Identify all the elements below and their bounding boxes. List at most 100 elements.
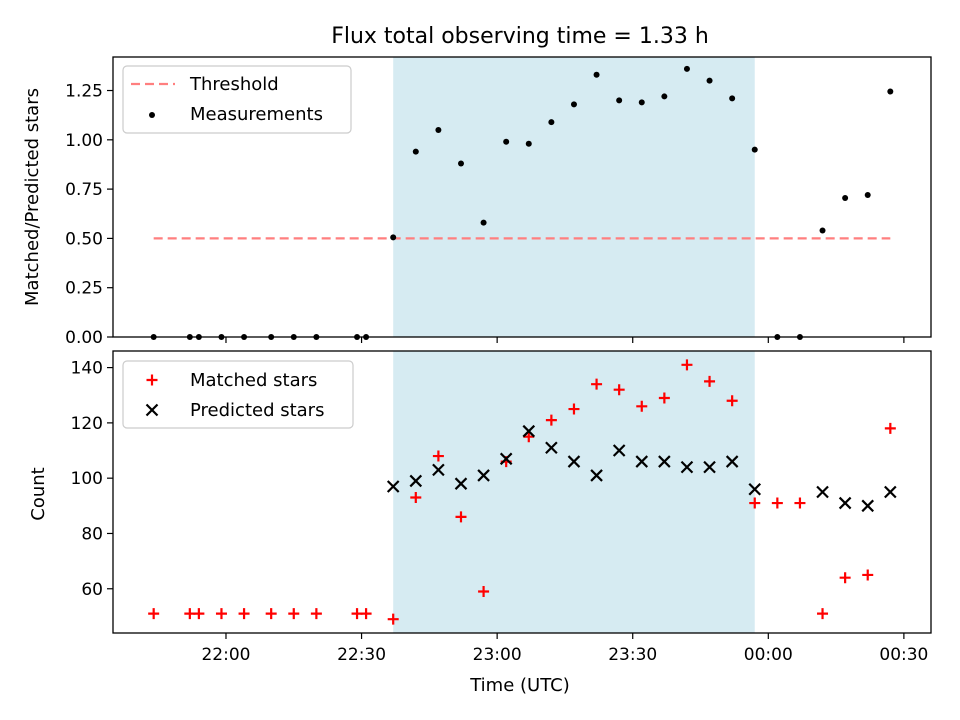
matched-star-point [310,608,322,620]
predicted-star-point [816,485,829,499]
predicted-star-point [861,499,875,513]
measurement-point [616,97,623,104]
measurement-point [638,99,645,106]
matched-star-point [238,608,250,620]
axes-frame [112,350,932,634]
star-count-points [148,359,897,625]
measurement-point [842,194,849,201]
matched-star-point [681,359,693,371]
predicted-star-point [838,496,852,510]
measurement-point [503,138,510,145]
predicted-star-point [658,455,671,468]
x-tick-label: 22:30 [337,645,386,665]
matched-star-point [817,608,829,620]
measurement-point [706,77,713,84]
measurement-point [480,219,487,226]
matched-star-point [839,572,851,584]
matched-star-point [148,608,160,620]
y-tick-label: 60 [81,580,103,600]
y-tick-label: 0.50 [65,229,103,249]
matched-star-point [862,569,874,581]
x-tick-label: 00:00 [744,645,793,665]
predicted-star-point [703,460,716,474]
matched-star-point [523,431,535,443]
matched-star-point [658,392,670,404]
legend-frame [122,65,352,134]
predicted-star-point [567,455,581,468]
measurement-point [751,146,758,153]
y-tick-label: 0.00 [65,328,103,348]
bottom-subplot: 60 80 100 120 140 22:00 22:30 23:00 23:30 00:00 00… [28,350,932,696]
y-tick-label: 140 [71,359,103,379]
measurement-point [525,140,532,147]
predicted-star-point [590,469,603,482]
chart-title: Flux total observing time = 1.33 h [331,24,709,49]
x-tick-label: 00:30 [879,645,928,665]
top-legend: Threshold Measurements [122,65,352,134]
measurement-point [661,93,668,100]
observing-window-band [393,57,755,337]
matched-star-point [591,378,603,390]
predicted-star-point [884,485,897,499]
top-y-axis-label: Matched/Predicted stars [22,88,43,306]
measurement-point [683,65,690,72]
top-shaded-interval [393,57,755,337]
matched-star-point [771,497,783,509]
predicted-star-point [545,441,558,455]
top-axes: 0.00 0.25 0.50 0.75 1.00 1.25 [65,56,932,348]
measurement-point [435,126,442,133]
measurement-point [412,148,419,155]
matched-star-point [265,608,277,620]
matched-star-point [215,608,227,620]
bottom-axes: 60 80 100 120 140 22:00 22:30 23:00 23:30 00:00 00… [71,350,932,665]
measurement-point [457,160,464,167]
measurement-point [548,119,555,126]
measurement-point [887,88,894,95]
measurement-point [593,71,600,78]
legend-measurement-swatch [149,112,155,118]
legend-measurement-label: Measurements [190,104,323,125]
matched-star-point [613,384,625,396]
y-tick-label: 0.75 [65,180,103,200]
measurement-point [819,227,826,234]
y-tick-label: 1.00 [65,131,103,151]
x-tick-label: 22:00 [201,645,250,665]
matched-star-point [387,613,399,625]
x-tick-label: 23:30 [608,645,657,665]
bottom-y-axis-label: Count [28,467,49,520]
predicted-star-point [454,477,468,490]
x-axis-label: Time (UTC) [469,675,570,696]
legend-matched-label: Matched stars [190,370,317,391]
y-tick-label: 120 [71,414,103,434]
measurement-point [570,101,577,108]
bottom-legend: Matched stars Predicted stars [122,360,354,429]
matched-star-point [360,608,372,620]
predicted-star-point [477,469,490,482]
legend-matched-swatch [146,374,158,386]
predicted-star-point [386,480,400,493]
matched-star-point [794,497,806,509]
legend-predicted-label: Predicted stars [190,400,324,421]
observing-window-band [393,351,755,633]
matched-star-point [432,450,444,462]
predicted-star-point [522,424,536,438]
measurement-point [729,95,736,102]
y-tick-label: 0.25 [65,279,103,299]
predicted-star-point [635,455,649,468]
legend-frame [122,360,354,429]
matched-star-point [288,608,300,620]
axes-frame [112,56,932,338]
measurement-point [390,234,397,241]
matched-star-point [704,375,716,387]
matched-star-point [193,608,205,620]
legend-predicted-swatch [145,403,159,417]
matched-star-point [568,403,580,415]
matched-star-point [749,497,761,509]
matched-star-point [545,414,557,426]
y-tick-label: 1.25 [65,82,103,102]
matched-star-point [636,400,648,412]
predicted-star-point [725,455,739,468]
predicted-star-point [432,463,445,477]
matched-star-point [478,586,490,598]
